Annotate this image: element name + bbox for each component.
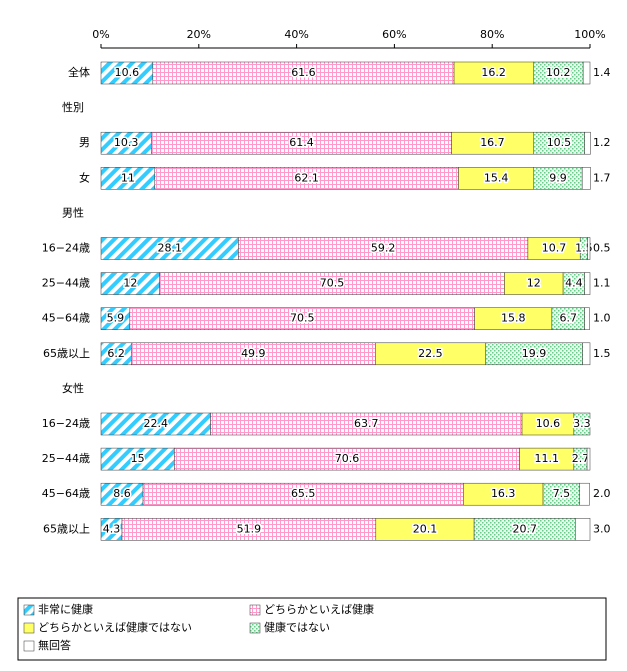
value-label: 11 (121, 171, 135, 184)
value-label: 63.7 (354, 417, 379, 430)
group-label: 男性 (62, 205, 84, 219)
legend-swatch (23, 604, 35, 616)
x-tick-label: 100% (574, 28, 605, 41)
value-label: 10.2 (546, 66, 571, 79)
value-label: 15 (131, 452, 145, 465)
category-label: 女 (79, 170, 90, 184)
category-label: 65歳以上 (43, 522, 90, 535)
value-label: 4.3 (103, 522, 121, 535)
value-label: 20.1 (413, 522, 438, 535)
legend-label: どちらかといえば健康ではない (38, 620, 192, 634)
legend-label: 健康ではない (264, 620, 330, 634)
x-tick-label: 60% (382, 28, 406, 41)
bar-segment (582, 61, 591, 85)
value-label: 51.9 (237, 522, 262, 535)
value-label: 9.9 (549, 171, 567, 184)
value-label: 16.3 (491, 487, 516, 500)
value-label: 1.2 (593, 136, 611, 149)
value-label: 70.6 (335, 452, 360, 465)
value-label: 70.5 (320, 277, 345, 290)
x-tick-label: 0% (92, 28, 109, 41)
value-label: 10.6 (115, 66, 140, 79)
legend-swatch (23, 622, 35, 634)
value-label: 2.7 (572, 452, 590, 465)
category-label: 45−64歳 (42, 487, 90, 500)
value-label: 6.7 (559, 312, 577, 325)
value-label: 0.5 (593, 242, 611, 255)
category-label: 男 (79, 136, 90, 149)
bar-segment (581, 167, 591, 190)
value-label: 15.8 (501, 312, 526, 325)
legend-label: どちらかといえば健康 (264, 602, 374, 616)
bar-segment (575, 518, 591, 541)
category-label: 16−24歳 (42, 417, 90, 430)
value-label: 1.4 (593, 66, 611, 79)
value-label: 65.5 (291, 487, 316, 500)
legend-box (17, 597, 607, 661)
group-label: 女性 (62, 381, 84, 395)
category-label: 全体 (68, 65, 90, 79)
legend-label: 無回答 (38, 638, 71, 652)
x-tick-label: 80% (480, 28, 504, 41)
value-label: 6.2 (107, 347, 125, 360)
bar-segment (582, 342, 591, 366)
bar-segment (586, 447, 591, 471)
value-label: 59.2 (371, 242, 396, 255)
value-label: 10.7 (542, 242, 567, 255)
bar-segment (584, 272, 591, 295)
category-label: 65歳以上 (43, 347, 90, 360)
value-label: 1.7 (593, 171, 611, 184)
value-label: 2.0 (593, 487, 611, 500)
value-label: 10.5 (547, 136, 572, 149)
group-label: 性別 (62, 100, 84, 114)
value-label: 4.4 (565, 277, 583, 290)
value-label: 10.3 (114, 136, 139, 149)
value-label: 61.4 (289, 136, 314, 149)
category-label: 25−44歳 (42, 452, 90, 465)
value-label: 70.5 (290, 312, 315, 325)
x-tick-label: 20% (187, 28, 211, 41)
legend-swatch (249, 622, 261, 634)
value-label: 3.3 (573, 417, 591, 430)
value-label: 15.4 (484, 171, 509, 184)
bar-segment (579, 482, 590, 506)
bar-segment (584, 307, 590, 330)
bar-segment (587, 237, 591, 260)
bar-segment (584, 131, 591, 155)
category-label: 45−64歳 (42, 312, 90, 325)
category-label: 25−44歳 (42, 277, 90, 290)
value-label: 1.0 (593, 312, 611, 325)
value-label: 7.5 (553, 487, 571, 500)
value-label: 16.7 (480, 136, 505, 149)
value-label: 16.2 (481, 66, 506, 79)
value-label: 8.6 (113, 487, 131, 500)
bar-segment (573, 412, 591, 436)
value-label: 12 (527, 277, 541, 290)
legend-swatch (249, 604, 261, 616)
value-label: 20.7 (512, 522, 537, 535)
value-label: 61.6 (291, 66, 316, 79)
value-label: 19.9 (522, 347, 547, 360)
value-label: 49.9 (241, 347, 266, 360)
value-label: 11.1 (534, 452, 559, 465)
value-label: 22.5 (418, 347, 443, 360)
value-label: 10.6 (536, 417, 561, 430)
x-tick-label: 40% (284, 28, 308, 41)
value-label: 1.5 (593, 347, 611, 360)
value-label: 22.4 (144, 417, 169, 430)
value-label: 62.1 (294, 171, 319, 184)
legend-label: 非常に健康 (38, 602, 93, 616)
value-label: 12 (123, 277, 137, 290)
value-label: 1.1 (593, 277, 611, 290)
value-label: 5.9 (107, 312, 125, 325)
value-label: 28.1 (157, 242, 182, 255)
legend-swatch (23, 640, 35, 652)
value-label: 3.0 (593, 522, 611, 535)
category-label: 16−24歳 (42, 242, 90, 255)
